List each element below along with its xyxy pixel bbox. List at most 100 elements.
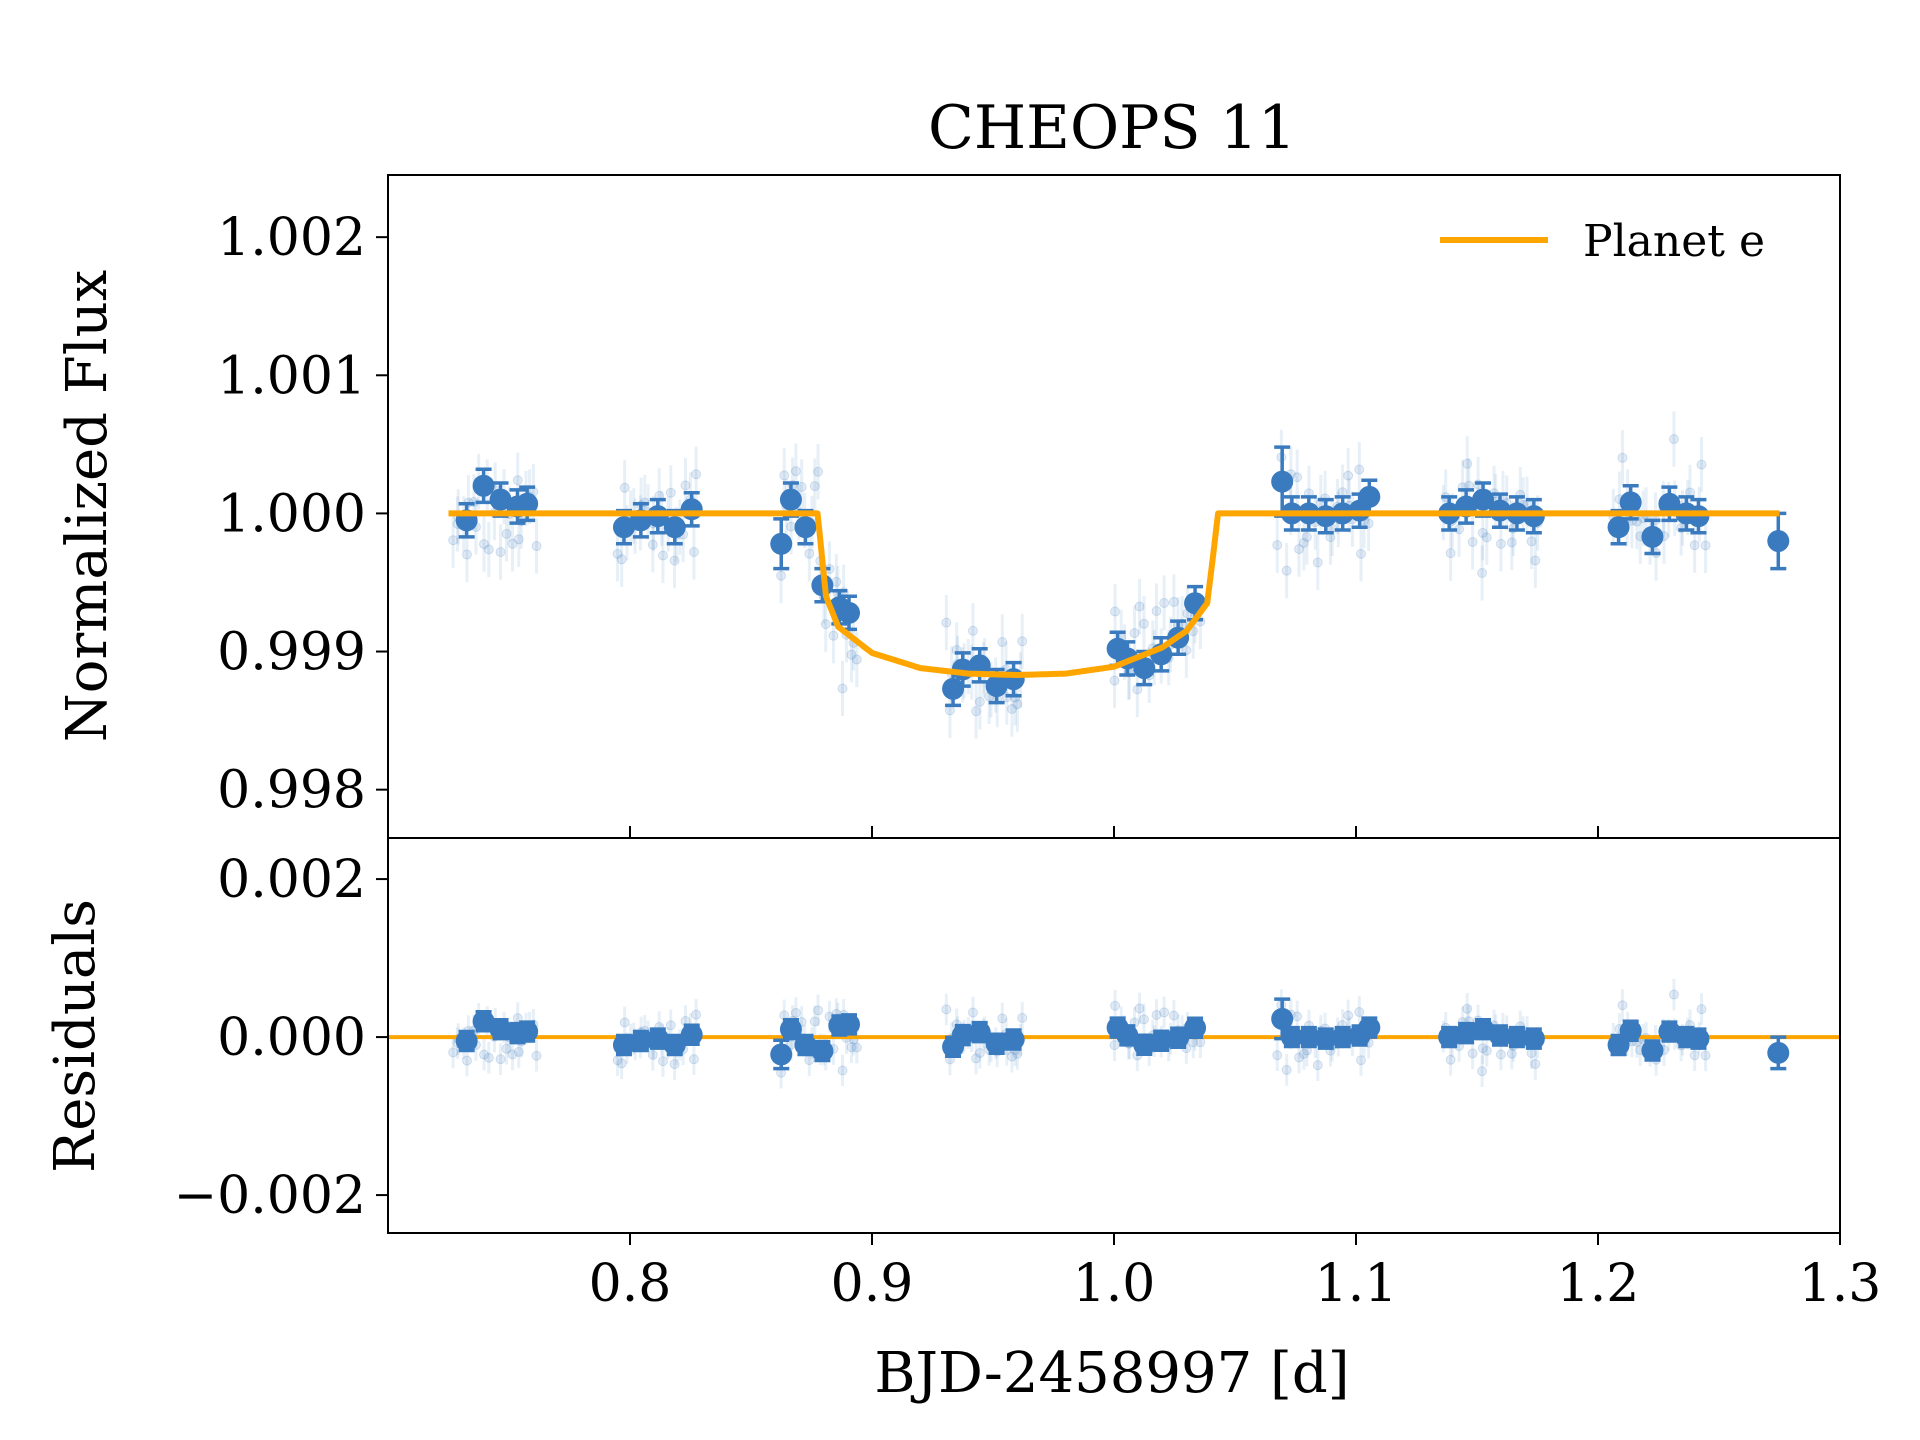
residuals-panel: −0.002 0.000 0.002 0.8 0.9 1.0 1.1 1.2 1.3 Resi… bbox=[43, 837, 1882, 1406]
raw-point bbox=[820, 619, 831, 630]
residual-y-ticks: −0.002 0.000 0.002 bbox=[174, 850, 388, 1226]
raw-residual-point bbox=[971, 1053, 982, 1064]
raw-point bbox=[680, 480, 691, 491]
binned-point bbox=[779, 488, 802, 511]
raw-residual-point bbox=[1462, 1003, 1473, 1014]
binned-point bbox=[1641, 525, 1664, 548]
residual-x-ticks: 0.8 0.9 1.0 1.1 1.2 1.3 bbox=[589, 1233, 1882, 1314]
raw-point bbox=[1281, 565, 1292, 576]
raw-point bbox=[1110, 606, 1121, 617]
y-tick-label: 0.999 bbox=[217, 623, 366, 683]
raw-point bbox=[647, 539, 658, 550]
raw-residual-point bbox=[616, 1058, 627, 1069]
raw-point bbox=[448, 535, 459, 546]
binned-residual-point bbox=[612, 1033, 635, 1056]
raw-residual-point bbox=[501, 1043, 512, 1054]
raw-residual-point bbox=[1668, 989, 1679, 1000]
binned-residual-point bbox=[770, 1043, 793, 1066]
legend-label-planet-e: Planet e bbox=[1583, 216, 1765, 267]
x-axis-label: BJD-2458997 [d] bbox=[874, 1341, 1349, 1406]
binned-residual-point bbox=[1472, 1018, 1495, 1041]
raw-residual-point bbox=[967, 1007, 978, 1018]
raw-point bbox=[1467, 537, 1478, 548]
raw-point bbox=[941, 617, 952, 628]
raw-point bbox=[1294, 544, 1305, 555]
flux-raw-points bbox=[448, 411, 1711, 739]
raw-residual-point bbox=[1354, 1007, 1365, 1018]
binned-residual-point bbox=[1167, 1026, 1190, 1049]
binned-point bbox=[942, 677, 965, 700]
raw-point bbox=[513, 534, 524, 545]
raw-point bbox=[612, 548, 623, 559]
binned-residual-point bbox=[1116, 1024, 1139, 1047]
raw-residual-point bbox=[619, 1017, 630, 1028]
binned-residual-point bbox=[779, 1018, 802, 1041]
raw-point bbox=[813, 466, 824, 477]
raw-point bbox=[501, 528, 512, 539]
raw-residual-point bbox=[1689, 1050, 1700, 1061]
binned-point bbox=[680, 498, 703, 521]
raw-point bbox=[1481, 532, 1492, 543]
raw-residual-point bbox=[1272, 1050, 1283, 1061]
raw-point bbox=[1272, 540, 1283, 551]
binned-residual-point bbox=[1280, 1026, 1303, 1049]
y-tick-label: 0.002 bbox=[217, 850, 366, 910]
raw-residual-point bbox=[1159, 1007, 1170, 1018]
y-tick-label: 0.998 bbox=[217, 761, 366, 821]
raw-point bbox=[1006, 704, 1017, 715]
raw-residual-point bbox=[1017, 1012, 1028, 1023]
raw-residual-point bbox=[1495, 1049, 1506, 1060]
raw-point bbox=[657, 550, 668, 561]
raw-point bbox=[669, 555, 680, 566]
chart-title: CHEOPS 11 bbox=[928, 93, 1296, 163]
raw-point bbox=[461, 549, 472, 560]
raw-residual-point bbox=[1281, 1064, 1292, 1075]
raw-point bbox=[1012, 699, 1023, 710]
raw-point bbox=[1129, 628, 1140, 639]
binned-residual-point bbox=[1505, 1026, 1528, 1049]
binned-residual-point bbox=[1658, 1020, 1681, 1043]
raw-point bbox=[1526, 536, 1537, 547]
raw-point bbox=[688, 547, 699, 558]
binned-residual-point bbox=[1767, 1041, 1790, 1064]
raw-residual-point bbox=[495, 1054, 506, 1065]
raw-residual-point bbox=[1006, 1051, 1017, 1062]
raw-point bbox=[1530, 555, 1541, 566]
raw-point bbox=[495, 547, 506, 558]
binned-point bbox=[1607, 516, 1630, 539]
binned-point bbox=[985, 675, 1008, 698]
raw-point bbox=[665, 487, 676, 498]
binned-residual-point bbox=[1358, 1016, 1381, 1039]
raw-residual-point bbox=[790, 1007, 801, 1018]
raw-point bbox=[1495, 538, 1506, 549]
binned-residual-point bbox=[1641, 1039, 1664, 1062]
raw-point bbox=[846, 649, 857, 660]
binned-residual-point bbox=[1297, 1026, 1320, 1049]
raw-residual-point bbox=[846, 1042, 857, 1053]
raw-residual-point bbox=[1477, 1043, 1488, 1054]
raw-residual-point bbox=[1481, 1045, 1492, 1056]
raw-residual-point bbox=[1195, 1037, 1206, 1048]
raw-point bbox=[944, 705, 955, 716]
raw-point bbox=[1445, 548, 1456, 559]
binned-point bbox=[1271, 470, 1294, 493]
binned-residual-point bbox=[985, 1032, 1008, 1055]
raw-residual-point bbox=[669, 1059, 680, 1070]
raw-residual-point bbox=[1696, 1004, 1707, 1015]
y-tick-label: 1.000 bbox=[217, 484, 366, 544]
binned-residual-point bbox=[1133, 1033, 1156, 1056]
raw-residual-point bbox=[1292, 1011, 1303, 1022]
raw-point bbox=[1138, 618, 1149, 629]
raw-residual-point bbox=[478, 1049, 489, 1060]
raw-point bbox=[779, 470, 790, 481]
binned-residual-point bbox=[968, 1021, 991, 1044]
raw-residual-point bbox=[851, 1042, 862, 1053]
binned-residual-point bbox=[663, 1033, 686, 1056]
raw-point bbox=[1356, 548, 1367, 559]
raw-residual-point bbox=[461, 1055, 472, 1066]
raw-residual-point bbox=[531, 1050, 542, 1061]
y-tick-label: −0.002 bbox=[174, 1166, 366, 1226]
flux-panel: 0.998 0.999 1.000 1.001 1.002 Normalized Flu… bbox=[55, 174, 1841, 839]
x-tick-label: 1.3 bbox=[1799, 1254, 1882, 1314]
